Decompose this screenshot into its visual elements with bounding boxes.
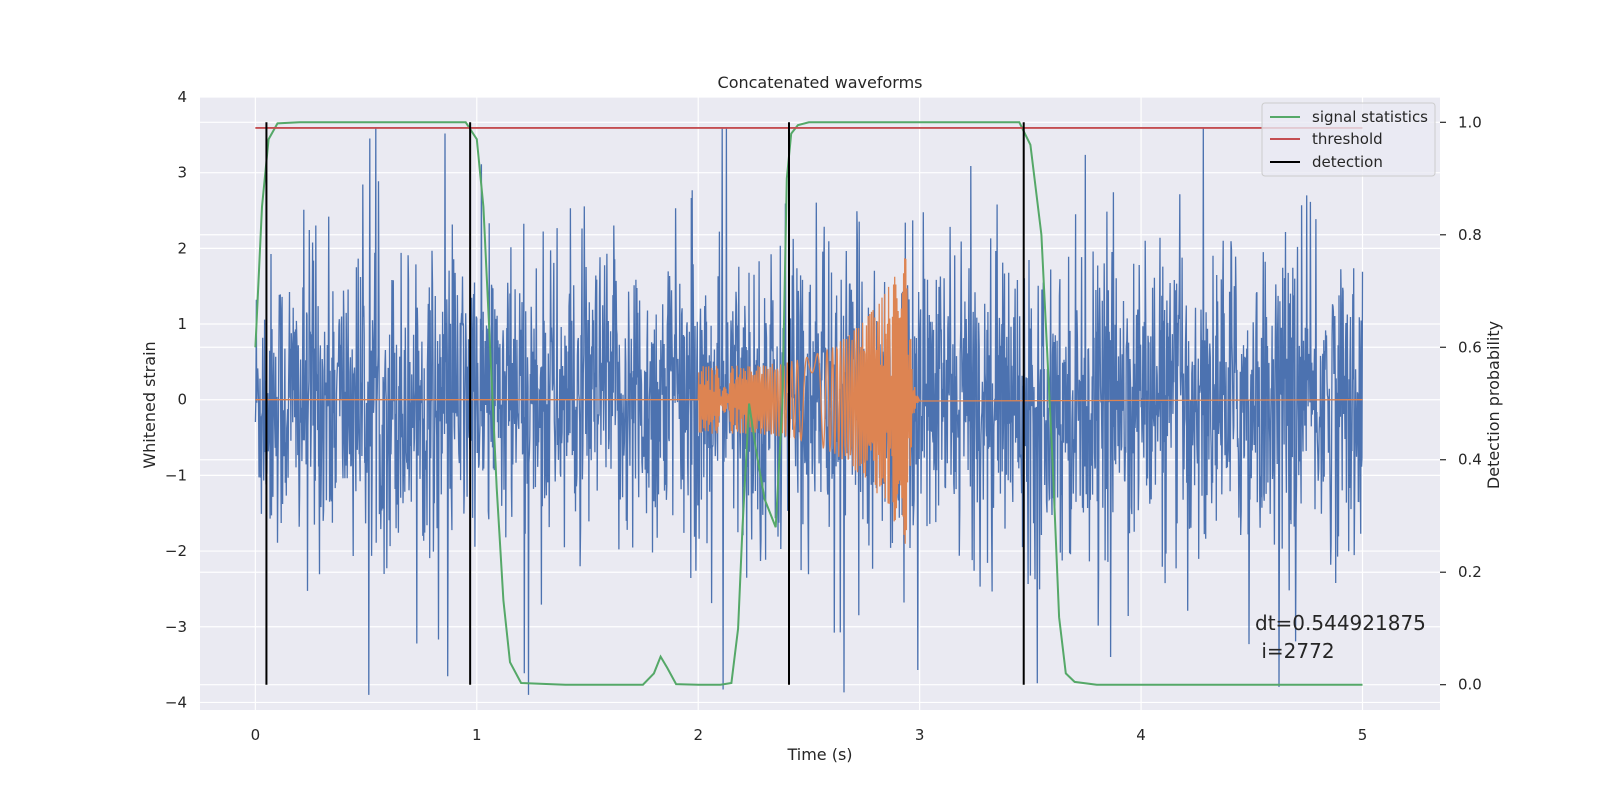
y-tick-label: 2 (177, 239, 187, 257)
x-tick-label: 3 (915, 726, 925, 744)
y2-axis-label: Detection probability (1484, 321, 1503, 489)
y-tick-label: −1 (165, 466, 187, 484)
x-tick-label: 2 (693, 726, 703, 744)
y2-tick-label: 0.0 (1458, 676, 1482, 694)
injected-signal-series (255, 258, 1363, 544)
detection-series (265, 122, 1025, 685)
signal-statistics-line (254, 121, 1363, 686)
injected-signal-trace (255, 258, 1363, 544)
y-tick-label: 1 (177, 315, 187, 333)
signal-statistics-series (254, 121, 1363, 686)
y2-tick-label: 0.8 (1458, 226, 1482, 244)
y-tick-label: 4 (177, 88, 187, 106)
annotation-dt: dt=0.544921875 (1255, 611, 1426, 635)
x-tick-label: 4 (1136, 726, 1146, 744)
annotation-i: i=2772 (1255, 639, 1335, 663)
legend-label-signal-statistics: signal statistics (1312, 108, 1428, 126)
x-axis-ticks: 0 1 2 3 4 5 (251, 726, 1368, 744)
x-axis-label: Time (s) (786, 745, 852, 764)
y2-axis-ticks: 0.0 0.2 0.4 0.6 0.8 1.0 (1440, 113, 1482, 694)
y2-tick-label: 0.4 (1458, 451, 1482, 469)
chart-title: Concatenated waveforms (718, 73, 923, 92)
noise-series (254, 127, 1364, 695)
legend: signal statistics threshold detection (1261, 102, 1436, 177)
noise-trace (254, 127, 1364, 695)
y-axis-label: Whitened strain (140, 341, 159, 468)
y-tick-label: −3 (165, 618, 187, 636)
legend-box (1261, 102, 1436, 177)
x-tick-label: 0 (251, 726, 261, 744)
y2-tick-label: 0.6 (1458, 338, 1482, 356)
y-axis-ticks: −4 −3 −2 −1 0 1 2 3 4 (165, 88, 187, 711)
x-tick-label: 1 (472, 726, 482, 744)
y2-tick-label: 0.2 (1458, 563, 1482, 581)
y-tick-label: 3 (177, 164, 187, 182)
y-tick-label: −4 (165, 693, 187, 711)
y-tick-label: 0 (177, 391, 187, 409)
y2-tick-label: 1.0 (1458, 113, 1482, 131)
x-tick-label: 5 (1358, 726, 1368, 744)
y-tick-label: −2 (165, 542, 187, 560)
legend-label-threshold: threshold (1312, 130, 1383, 148)
legend-label-detection: detection (1312, 153, 1383, 171)
